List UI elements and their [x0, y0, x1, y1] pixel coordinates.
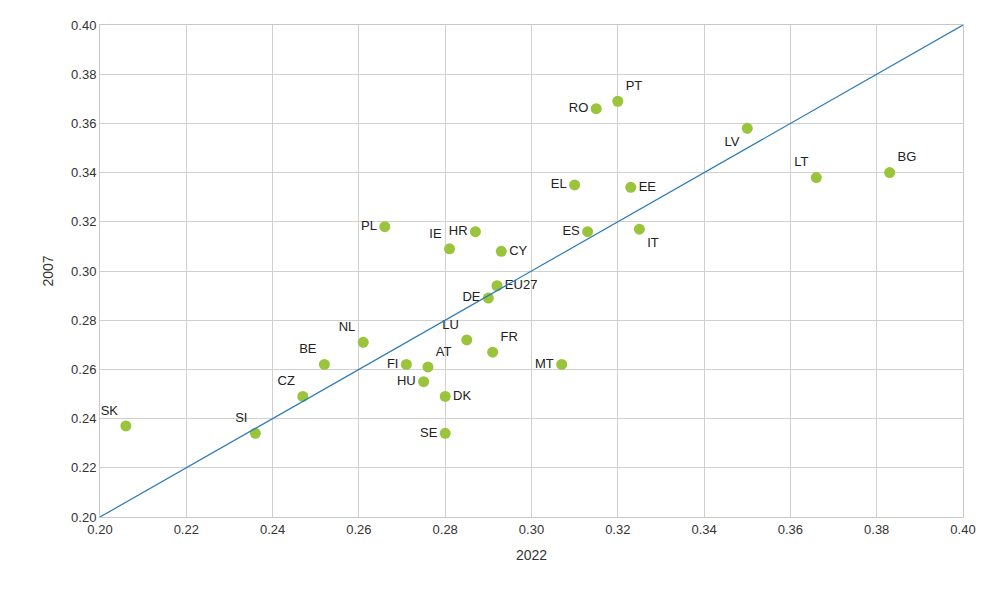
- svg-text:LU: LU: [442, 317, 459, 332]
- svg-text:0.22: 0.22: [174, 522, 199, 537]
- svg-text:SE: SE: [420, 425, 438, 440]
- svg-text:0.34: 0.34: [71, 165, 96, 180]
- svg-text:0.28: 0.28: [433, 522, 458, 537]
- svg-text:DK: DK: [453, 388, 471, 403]
- svg-text:0.28: 0.28: [71, 313, 96, 328]
- svg-text:HR: HR: [449, 223, 468, 238]
- svg-text:0.40: 0.40: [950, 522, 975, 537]
- svg-text:IE: IE: [429, 226, 442, 241]
- svg-text:PT: PT: [626, 78, 643, 93]
- svg-text:LT: LT: [794, 154, 808, 169]
- svg-text:0.40: 0.40: [71, 18, 96, 33]
- svg-text:IT: IT: [647, 235, 659, 250]
- svg-text:MT: MT: [535, 356, 554, 371]
- svg-text:FR: FR: [501, 329, 518, 344]
- svg-text:EL: EL: [551, 176, 567, 191]
- svg-text:0.30: 0.30: [519, 522, 544, 537]
- svg-text:0.20: 0.20: [87, 522, 112, 537]
- svg-text:RO: RO: [569, 100, 589, 115]
- svg-text:DE: DE: [462, 289, 480, 304]
- svg-text:CY: CY: [509, 243, 527, 258]
- svg-text:SK: SK: [101, 403, 119, 418]
- svg-text:PL: PL: [361, 218, 377, 233]
- svg-text:NL: NL: [339, 319, 356, 334]
- svg-text:2007: 2007: [40, 255, 56, 286]
- svg-text:0.26: 0.26: [346, 522, 371, 537]
- svg-text:0.34: 0.34: [691, 522, 716, 537]
- svg-text:0.36: 0.36: [71, 116, 96, 131]
- svg-text:SI: SI: [235, 410, 247, 425]
- svg-text:CZ: CZ: [278, 373, 295, 388]
- svg-text:BG: BG: [898, 149, 917, 164]
- svg-text:ES: ES: [562, 223, 580, 238]
- svg-text:EU27: EU27: [505, 277, 538, 292]
- svg-text:HU: HU: [397, 373, 416, 388]
- svg-text:0.32: 0.32: [605, 522, 630, 537]
- svg-text:EE: EE: [639, 179, 657, 194]
- svg-text:0.38: 0.38: [71, 67, 96, 82]
- svg-text:0.32: 0.32: [71, 214, 96, 229]
- svg-text:0.30: 0.30: [71, 264, 96, 279]
- svg-text:AT: AT: [436, 344, 452, 359]
- svg-text:0.38: 0.38: [864, 522, 889, 537]
- svg-text:0.24: 0.24: [71, 411, 96, 426]
- svg-text:2022: 2022: [516, 547, 547, 563]
- svg-text:LV: LV: [724, 134, 739, 149]
- svg-text:0.24: 0.24: [260, 522, 285, 537]
- svg-text:0.36: 0.36: [778, 522, 803, 537]
- svg-text:0.26: 0.26: [71, 362, 96, 377]
- svg-text:BE: BE: [299, 341, 317, 356]
- svg-text:0.20: 0.20: [71, 510, 96, 525]
- svg-text:FI: FI: [387, 356, 399, 371]
- svg-text:0.22: 0.22: [71, 460, 96, 475]
